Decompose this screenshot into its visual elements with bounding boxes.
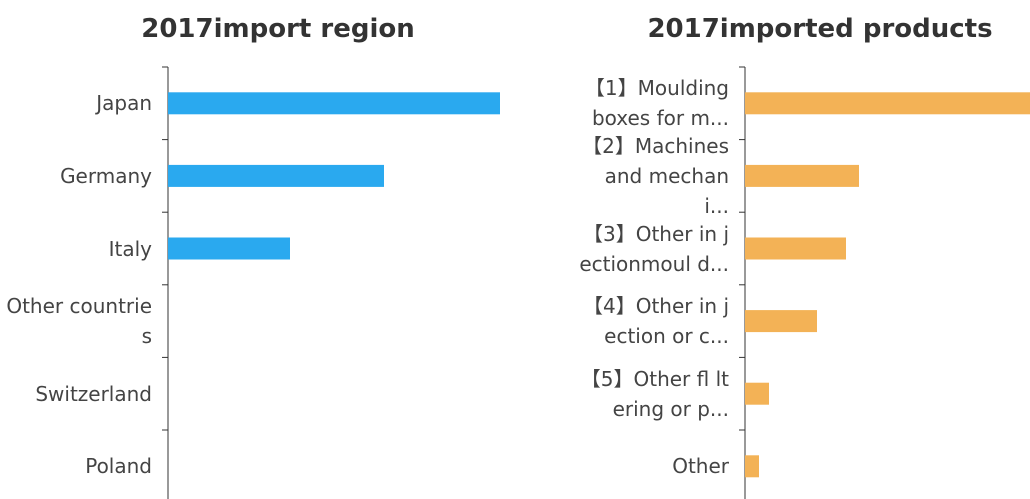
- bar: [745, 164, 859, 187]
- category-label: 【1】Moulding boxes for m...: [584, 76, 729, 131]
- bar: [168, 237, 290, 260]
- chart-title: 2017imported products: [647, 14, 993, 44]
- category-label: Poland: [85, 454, 152, 479]
- category-label: 【2】Machines and mechan i...: [582, 133, 729, 218]
- category-label: Italy: [108, 236, 152, 261]
- category-label: 【5】Other fl ltering or p...: [580, 366, 729, 421]
- chart-title: 2017import region: [141, 14, 415, 44]
- category-label: Other: [672, 454, 729, 479]
- category-label: 【3】Other in jectionmoul d...: [579, 221, 729, 276]
- bar: [745, 92, 1030, 115]
- category-label: Other countries: [6, 294, 152, 349]
- bar: [745, 237, 846, 260]
- bar: [168, 164, 384, 187]
- bar: [168, 92, 500, 115]
- category-label: Germany: [60, 163, 152, 188]
- bar: [745, 455, 759, 478]
- category-label: Switzerland: [35, 381, 152, 406]
- bar: [745, 382, 769, 405]
- bar: [745, 310, 817, 333]
- category-label: Japan: [96, 91, 152, 116]
- category-label: 【4】Other in jection or c...: [582, 294, 729, 349]
